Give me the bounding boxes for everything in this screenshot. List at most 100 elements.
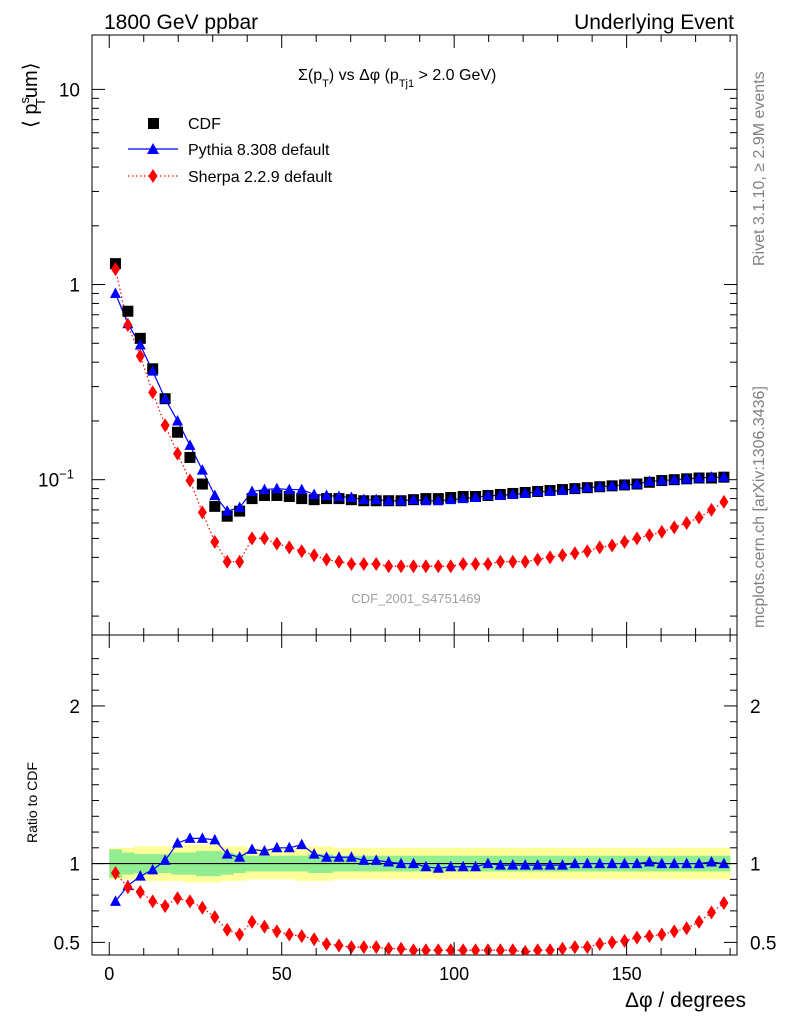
main-point-sherpa [235,554,245,569]
ratio-point-pythia [370,854,382,865]
main-point-pythia [532,485,544,496]
main-point-pythia [196,464,208,475]
main-point-sherpa [570,546,580,561]
ratio-point-sherpa [706,905,716,920]
ratio-point-sherpa [570,940,580,955]
title-part-5: > 2.0 GeV) [414,67,496,84]
ratio-point-sherpa [620,933,630,948]
y-tick-exponent: −1 [59,467,74,482]
main-point-pythia [569,482,581,494]
ratio-point-pythia [482,857,494,869]
ratio-point-pythia [283,841,295,853]
rivet-label: Rivet 3.1.10, ≥ 2.9M events [751,71,768,266]
ratio-point-pythia [321,851,333,862]
ratio-point-sherpa [322,936,332,951]
main-point-sherpa [433,559,443,574]
main-point-sherpa [259,531,269,546]
main-point-pythia [271,482,283,494]
ratio-point-sherpa [483,943,493,955]
main-point-sherpa [620,534,630,549]
main-point-pythia [370,493,382,505]
ratio-point-pythia [184,832,196,843]
main-point-sherpa [371,556,381,571]
main-point-sherpa [471,556,481,571]
ratio-point-pythia [258,844,270,856]
ratio-point-sherpa [694,914,704,929]
main-point-sherpa [284,540,294,555]
ratio-point-sherpa [235,927,245,942]
main-point-sherpa [384,559,394,574]
ratio-point-sherpa [272,924,282,939]
ratio-point-sherpa [495,943,505,955]
main-point-sherpa [644,528,654,543]
ratio-y-tick-label-right: 2 [750,697,761,718]
ratio-point-pythia [383,855,395,867]
main-y-axis-label: ⟨ psTum⟩ [17,62,48,128]
ylabel-part-3: T [33,98,48,106]
ratio-point-pythia [333,851,345,862]
main-point-sherpa [483,556,493,571]
main-point-sherpa [222,554,232,569]
y-tick-label: 1 [69,276,80,297]
title-part-4: Tj1 [399,78,414,90]
legend-label-sherpa: Sherpa 2.2.9 default [188,169,333,186]
ratio-point-pythia [619,857,631,869]
main-point-sherpa [669,520,679,535]
main-point-cdf [283,491,295,503]
ratio-point-sherpa [632,930,642,945]
main-point-cdf [271,489,283,501]
ratio-point-sherpa [247,914,257,929]
ratio-point-pythia [196,832,208,843]
main-point-cdf [258,489,270,501]
x-tick-label: 0 [104,964,114,984]
main-point-pythia [606,479,618,491]
main-point-pythia [234,501,246,513]
ratio-point-sherpa [135,884,145,899]
ratio-data [109,832,730,955]
ratio-point-pythia [308,848,320,859]
ratio-point-pythia [594,857,606,869]
ratio-point-pythia [668,857,680,869]
ratio-point-pythia [358,854,370,865]
main-point-pythia [296,483,308,495]
y-tick-label: 10−1 [38,467,74,492]
ratio-point-pythia [457,860,469,872]
main-point-pythia [556,484,568,496]
ratio-point-sherpa [682,921,692,936]
ratio-point-sherpa [210,910,220,925]
main-point-pythia [581,481,593,493]
y-tick-label: 10 [59,80,80,101]
ratio-point-pythia [569,857,581,869]
main-point-pythia [432,494,444,506]
ratio-line-sherpa [115,872,725,953]
ratio-point-pythia [519,859,531,870]
ratio-point-pythia [470,860,482,872]
main-point-sherpa [595,540,605,555]
main-point-sherpa [123,318,133,333]
watermark: CDF_2001_S4751469 [351,591,480,606]
ratio-point-sherpa [197,900,207,915]
main-point-sherpa [297,544,307,559]
ratio-point-pythia [109,895,121,906]
ratio-panel-frame [91,634,738,956]
ratio-point-pythia [656,857,668,869]
main-point-sherpa [657,524,667,539]
main-point-sherpa [520,554,530,569]
ratio-point-sherpa [123,880,133,895]
ratio-point-pythia [432,862,444,873]
main-point-pythia [718,471,730,482]
main-point-pythia [445,493,457,505]
ratio-point-sherpa [297,929,307,944]
main-point-sherpa [545,550,555,565]
main-point-cdf [296,493,308,505]
main-point-sherpa [508,554,518,569]
ratio-point-pythia [631,857,643,869]
main-point-pythia [519,487,531,498]
main-point-pythia [221,505,233,516]
main-point-pythia [705,471,717,482]
main-point-pythia [656,474,668,486]
ratio-y-tick-label-right: 0.5 [750,933,776,954]
main-point-pythia [345,491,357,503]
ratio-y-tick-label: 0.5 [54,933,80,954]
main-x-ticks [108,35,731,635]
